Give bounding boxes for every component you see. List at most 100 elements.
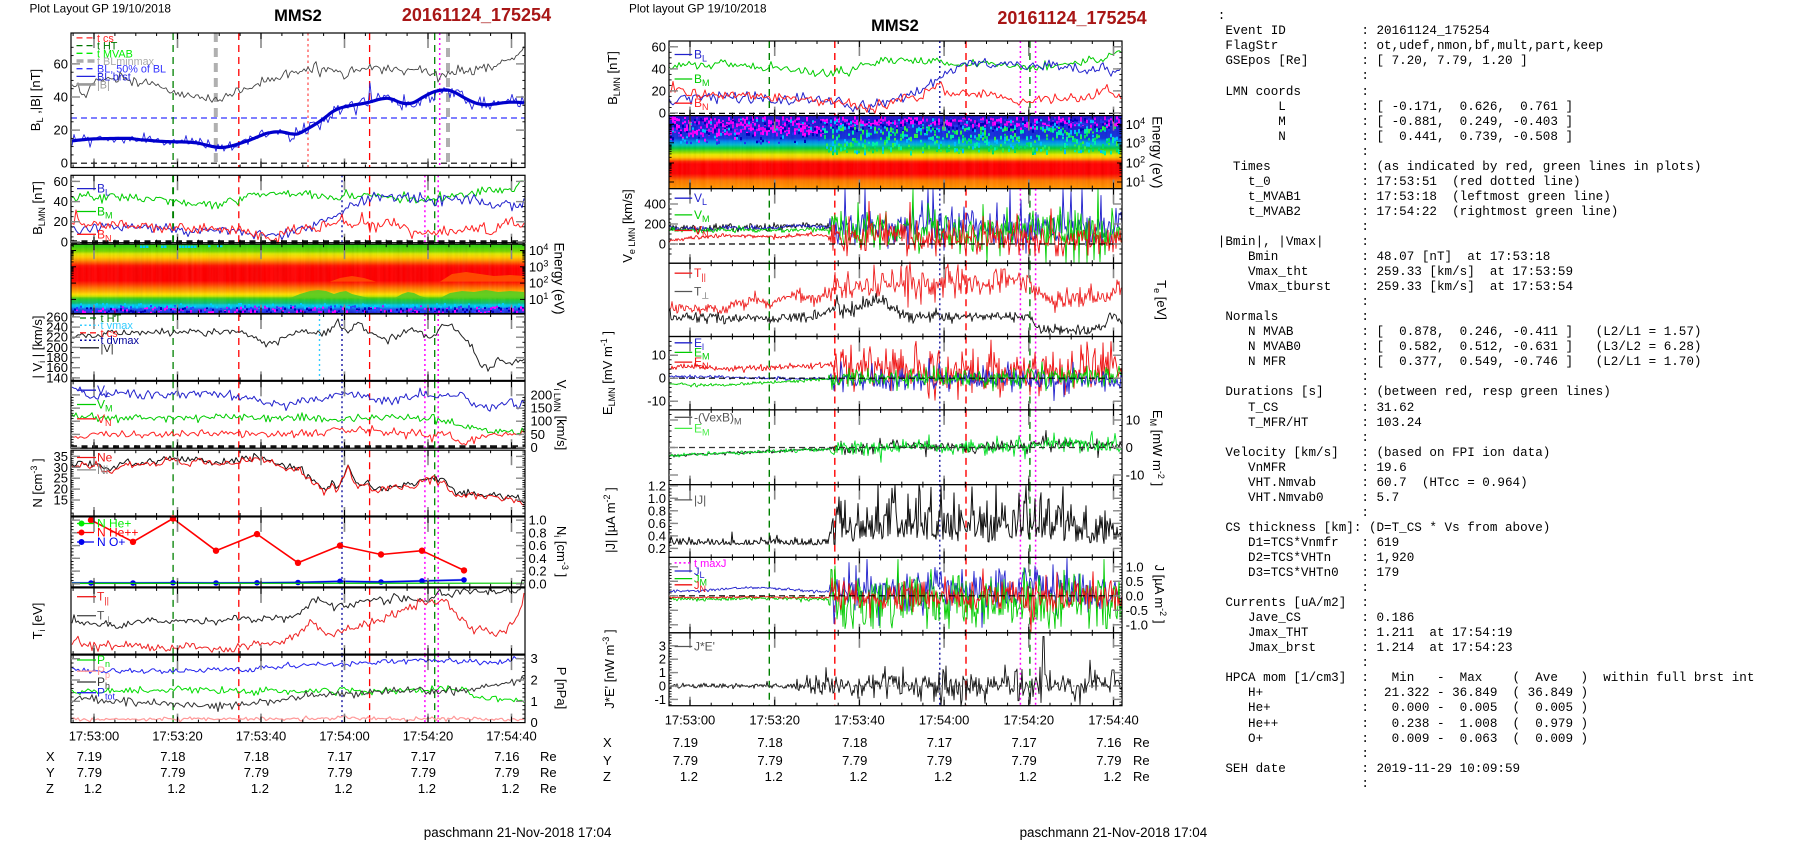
svg-text:BN: BN xyxy=(694,96,709,112)
svg-text:17:54:00: 17:54:00 xyxy=(919,712,970,727)
svg-text:|B|: |B| xyxy=(97,79,110,91)
svg-text:1: 1 xyxy=(531,694,538,709)
svg-text:7.18: 7.18 xyxy=(160,749,185,764)
svg-text:150: 150 xyxy=(531,401,553,416)
svg-text:N He++: N He++ xyxy=(97,526,138,540)
svg-text:7.79: 7.79 xyxy=(411,765,436,780)
svg-text:101: 101 xyxy=(1126,174,1145,190)
svg-text:7.17: 7.17 xyxy=(1011,735,1036,750)
svg-text:7.18: 7.18 xyxy=(842,735,867,750)
svg-text:1.2: 1.2 xyxy=(849,769,867,784)
svg-text:|V|: |V| xyxy=(101,343,114,355)
svg-text:1.0: 1.0 xyxy=(1126,559,1144,574)
svg-text:20161124_175254: 20161124_175254 xyxy=(997,8,1146,28)
svg-text:60: 60 xyxy=(652,39,666,54)
svg-text:BL ,|B| [nT]: BL ,|B| [nT] xyxy=(28,69,45,131)
svg-text:T⊥: T⊥ xyxy=(694,285,709,301)
svg-text:17:53:20: 17:53:20 xyxy=(152,729,203,744)
svg-text:102: 102 xyxy=(1126,155,1145,171)
svg-text:Re: Re xyxy=(540,765,557,780)
svg-text:J [µA m-2 ]: J [µA m-2 ] xyxy=(1152,565,1168,624)
svg-text:Re: Re xyxy=(540,749,557,764)
svg-text:VL: VL xyxy=(694,191,707,207)
svg-text:2: 2 xyxy=(659,652,666,667)
svg-text:N O+: N O+ xyxy=(97,535,125,549)
svg-text:25: 25 xyxy=(54,471,68,486)
svg-text:Ti [eV]: Ti [eV] xyxy=(30,603,47,640)
svg-text:paschmann 21-Nov-2018 17:04: paschmann 21-Nov-2018 17:04 xyxy=(1020,825,1208,840)
svg-text:t cs: t cs xyxy=(101,328,119,340)
svg-text:0: 0 xyxy=(659,371,666,386)
svg-text:10: 10 xyxy=(652,348,666,363)
svg-text:1.2: 1.2 xyxy=(334,781,352,796)
svg-text:20: 20 xyxy=(54,123,68,138)
svg-text:0.6: 0.6 xyxy=(529,538,547,553)
svg-text:t BLminmax: t BLminmax xyxy=(97,56,155,68)
svg-text:Ni [cm-3 ]: Ni [cm-3 ] xyxy=(552,526,570,577)
svg-text:0: 0 xyxy=(531,715,538,730)
svg-text:t HT: t HT xyxy=(101,313,122,325)
svg-text:50: 50 xyxy=(531,427,545,442)
svg-text:0: 0 xyxy=(659,237,666,252)
svg-text:Te [eV]: Te [eV] xyxy=(1152,280,1169,320)
svg-text:20: 20 xyxy=(54,214,68,229)
svg-text:7.79: 7.79 xyxy=(1096,753,1121,768)
svg-text:104: 104 xyxy=(1126,116,1145,132)
svg-text:BM: BM xyxy=(694,72,710,88)
svg-text:101: 101 xyxy=(529,291,548,307)
svg-text:Re: Re xyxy=(1133,753,1150,768)
svg-text:10: 10 xyxy=(1126,413,1140,428)
svg-text:17:53:40: 17:53:40 xyxy=(834,712,885,727)
svg-text:7.19: 7.19 xyxy=(77,749,102,764)
svg-text:1.0: 1.0 xyxy=(529,513,547,528)
svg-text:0: 0 xyxy=(1126,440,1133,455)
svg-text:7.79: 7.79 xyxy=(1011,753,1036,768)
svg-text:0.5: 0.5 xyxy=(1126,574,1144,589)
svg-text:30: 30 xyxy=(54,460,68,475)
svg-text:0.0: 0.0 xyxy=(1126,588,1144,603)
svg-text:JM: JM xyxy=(694,574,707,588)
svg-text:t HT: t HT xyxy=(97,41,118,53)
svg-text:1.0: 1.0 xyxy=(648,491,666,506)
svg-text:20: 20 xyxy=(54,482,68,497)
svg-text:-0.5: -0.5 xyxy=(1126,603,1148,618)
svg-text:0.6: 0.6 xyxy=(648,516,666,531)
svg-text:t vmax: t vmax xyxy=(101,320,134,332)
svg-text:200: 200 xyxy=(46,340,68,355)
svg-text:T||: T|| xyxy=(97,590,109,606)
svg-text:102: 102 xyxy=(529,275,548,291)
svg-text:BL brst: BL brst xyxy=(97,71,131,83)
svg-text:260: 260 xyxy=(46,309,68,324)
svg-text:t maxJ: t maxJ xyxy=(694,558,726,570)
svg-text:180: 180 xyxy=(46,350,68,365)
svg-text:0: 0 xyxy=(61,156,68,171)
svg-text:104: 104 xyxy=(529,242,548,258)
svg-text:P [nPa]: P [nPa] xyxy=(554,667,569,709)
svg-text:60: 60 xyxy=(54,174,68,189)
svg-text:7.79: 7.79 xyxy=(327,765,352,780)
svg-text:7.16: 7.16 xyxy=(494,749,519,764)
svg-text:|J|: |J| xyxy=(694,493,706,507)
svg-text:0.2: 0.2 xyxy=(648,541,666,556)
svg-text:MMS2: MMS2 xyxy=(274,7,322,25)
svg-text:7.79: 7.79 xyxy=(494,765,519,780)
svg-text:BL: BL xyxy=(97,182,110,198)
svg-text:3: 3 xyxy=(659,638,666,653)
svg-text:1.2: 1.2 xyxy=(765,769,783,784)
svg-text:0: 0 xyxy=(659,106,666,121)
svg-text:17:54:20: 17:54:20 xyxy=(403,729,454,744)
svg-text:-1: -1 xyxy=(654,692,666,707)
svg-text:17:54:40: 17:54:40 xyxy=(486,729,537,744)
svg-text:N He+: N He+ xyxy=(97,517,131,531)
svg-text:Y: Y xyxy=(46,765,55,780)
svg-text:160: 160 xyxy=(46,360,68,375)
svg-text:1.2: 1.2 xyxy=(167,781,185,796)
svg-text:BN: BN xyxy=(97,227,112,243)
svg-text:17:54:40: 17:54:40 xyxy=(1088,712,1139,727)
svg-text:7.18: 7.18 xyxy=(757,735,782,750)
svg-text:400: 400 xyxy=(644,197,666,212)
svg-text:240: 240 xyxy=(46,320,68,335)
svg-text:JN: JN xyxy=(694,580,706,594)
svg-text:1.2: 1.2 xyxy=(1103,769,1121,784)
svg-text:Ve LMN [km/s]: Ve LMN [km/s] xyxy=(620,189,637,262)
